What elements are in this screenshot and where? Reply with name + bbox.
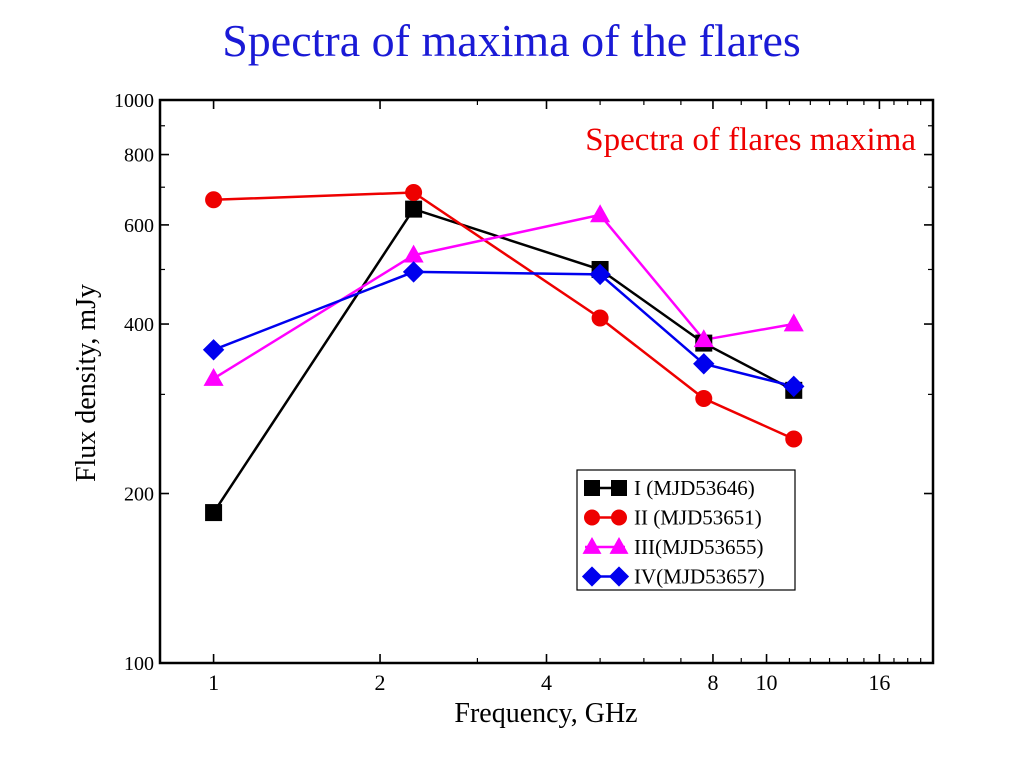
legend-label: II (MJD53651)	[634, 506, 762, 530]
x-tick-label: 16	[868, 670, 890, 695]
y-tick-label: 1000	[114, 90, 154, 112]
legend-marker	[582, 536, 602, 554]
legend-marker	[609, 536, 629, 554]
data-point-series-3	[590, 204, 611, 223]
x-axis-label: Frequency, GHz	[454, 698, 637, 729]
x-tick-label: 10	[756, 670, 778, 695]
data-point-series-1	[405, 200, 423, 218]
data-point-series-4	[589, 263, 611, 286]
legend-label: I (MJD53646)	[634, 476, 755, 500]
legend-marker	[581, 566, 603, 587]
data-point-series-4	[202, 339, 225, 361]
legend-label: IV(MJD53657)	[634, 565, 765, 589]
legend-marker	[584, 509, 600, 526]
chart-inner-title: Spectra of flares maxima	[585, 122, 916, 158]
x-tick-label: 4	[541, 670, 552, 695]
data-point-series-2	[695, 389, 713, 407]
y-tick-label: 100	[124, 653, 154, 675]
x-tick-label: 8	[707, 670, 718, 695]
slide-title: Spectra of maxima of the flares	[222, 15, 801, 66]
y-tick-label: 200	[124, 484, 154, 506]
data-point-series-2	[405, 184, 423, 202]
data-point-series-3	[783, 313, 804, 332]
data-point-series-4	[693, 353, 715, 375]
data-point-series-4	[402, 261, 425, 283]
y-tick-label: 400	[124, 314, 154, 336]
y-axis-label: Flux density, mJy	[71, 284, 102, 482]
x-tick-label: 1	[208, 670, 219, 695]
legend-marker	[611, 480, 627, 496]
legend-marker	[611, 509, 627, 526]
data-point-series-2	[591, 309, 609, 327]
data-point-series-3	[203, 367, 224, 386]
data-point-series-4	[783, 375, 805, 398]
legend-marker	[584, 480, 600, 496]
data-point-series-2	[785, 430, 803, 448]
y-tick-label: 800	[124, 145, 154, 167]
legend: I (MJD53646) II (MJD53651) III(MJD53655) IV…	[576, 469, 796, 591]
plot-frame	[158, 98, 935, 665]
x-tick-label: 2	[375, 670, 386, 695]
legend-label: III(MJD53655)	[634, 535, 763, 559]
y-tick-label: 600	[124, 215, 154, 237]
data-point-series-3	[693, 329, 714, 348]
data-point-series-1	[205, 504, 223, 522]
data-point-series-2	[205, 191, 223, 209]
legend-marker	[608, 566, 630, 587]
